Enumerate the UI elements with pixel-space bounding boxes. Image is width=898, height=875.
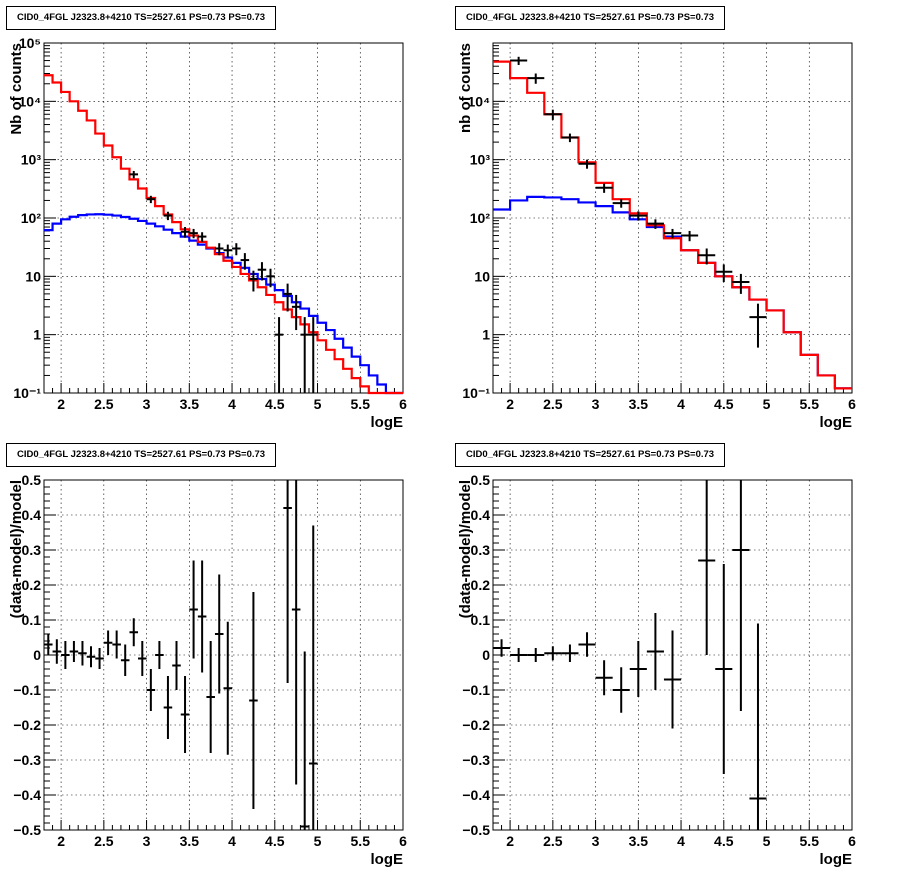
y-tick-label: 0.1: [471, 612, 491, 628]
chart-panel-2: 2 2.5 3 3.5 4 4.5 5 5.5 6 10⁻¹ 1 10 10² 10³ 10⁴ logE nb …: [449, 0, 898, 437]
x-tick-label: 2: [57, 396, 65, 412]
chart-title: CID0_4FGL J2323.8+4210 TS=2527.61 PS=0.7…: [455, 443, 726, 467]
y-tick-label: 10²: [21, 210, 42, 226]
y-axis-label: Nb of counts: [8, 43, 25, 135]
x-tick-label: 3.5: [180, 833, 200, 849]
y-axis-label: nb of counts: [457, 43, 474, 133]
x-tick-label: 5: [314, 396, 322, 412]
x-tick-label: 4.5: [714, 396, 734, 412]
x-tick-label: 4: [677, 833, 685, 849]
x-tick-label: 3: [143, 396, 151, 412]
plot-counts-right: 2 2.5 3 3.5 4 4.5 5 5.5 6 10⁻¹ 1 10 10² 10³ 10⁴ logE nb …: [457, 42, 856, 431]
x-tick-label: 3: [143, 833, 151, 849]
x-tick-label: 3.5: [180, 396, 200, 412]
x-tick-label: 4.5: [265, 396, 285, 412]
y-tick-label: −0.2: [462, 717, 490, 733]
y-tick-label: 10: [474, 268, 490, 284]
y-tick-label: 0.5: [22, 472, 42, 488]
y-tick-label: 1: [33, 327, 41, 343]
y-tick-label: 10³: [470, 152, 491, 168]
y-tick-label: −0.2: [13, 717, 41, 733]
x-tick-label: 6: [848, 833, 856, 849]
y-tick-label: 10: [25, 268, 41, 284]
plot-frame: [492, 42, 853, 394]
x-tick-label: 4: [228, 396, 236, 412]
x-tick-label: 3.5: [629, 833, 649, 849]
x-tick-label: 5.5: [800, 396, 820, 412]
y-tick-label: 0.1: [22, 612, 42, 628]
chart-panel-4: 2 2.5 3 3.5 4 4.5 5 5.5 6 −0.5 −0.4 −0.3 −0.2 −0.1 0 0.…: [449, 437, 898, 874]
y-tick-label: 0.2: [471, 577, 491, 593]
x-axis-label: logE: [371, 414, 404, 431]
y-tick-label: 0.5: [471, 472, 491, 488]
histogram-series: [44, 213, 403, 395]
x-tick-label: 3: [592, 396, 600, 412]
x-tick-label: 2: [506, 396, 514, 412]
y-tick-label: −0.3: [13, 752, 41, 768]
x-tick-label: 2: [57, 833, 65, 849]
chart-title: CID0_4FGL J2323.8+4210 TS=2527.61 PS=0.7…: [6, 6, 277, 30]
x-tick-label: 2.5: [543, 833, 563, 849]
plot-counts-left: 2 2.5 3 3.5 4 4.5 5 5.5 6 10⁻¹ 1 10 10² 10³ 10⁴ 10⁵ logE…: [8, 35, 407, 431]
y-tick-label: 10³: [21, 152, 42, 168]
y-axis-label: (data-model)/model: [457, 480, 474, 618]
y-tick-label: 0.3: [471, 542, 491, 558]
x-tick-label: 4: [228, 833, 236, 849]
y-tick-label: 10⁴: [468, 93, 491, 109]
x-tick-label: 2.5: [543, 396, 563, 412]
x-tick-label: 4.5: [265, 833, 285, 849]
plot-residuals-right: 2 2.5 3 3.5 4 4.5 5 5.5 6 −0.5 −0.4 −0.3 −0.2 −0.1 0 0.…: [457, 472, 856, 868]
x-tick-label: 4.5: [714, 833, 734, 849]
x-tick-label: 5: [763, 396, 771, 412]
chart-panel-3: 2 2.5 3 3.5 4 4.5 5 5.5 6 −0.5 −0.4 −0.3 −0.2 −0.1 0 0.…: [0, 437, 449, 874]
x-tick-label: 3.5: [629, 396, 649, 412]
y-axis-label: (data-model)/model: [8, 480, 25, 618]
y-tick-label: −0.1: [13, 682, 41, 698]
x-tick-label: 5.5: [351, 396, 371, 412]
y-tick-label: 0.4: [22, 507, 42, 523]
x-axis-label: logE: [820, 414, 853, 431]
histogram-series: [493, 195, 852, 390]
x-tick-label: 6: [399, 833, 407, 849]
x-tick-label: 3: [592, 833, 600, 849]
y-tick-label: 10⁴: [19, 93, 42, 109]
plot-residuals-left: 2 2.5 3 3.5 4 4.5 5 5.5 6 −0.5 −0.4 −0.3 −0.2 −0.1 0 0.…: [8, 472, 407, 868]
x-tick-label: 2.5: [94, 833, 114, 849]
y-tick-label: 0: [482, 647, 490, 663]
x-tick-label: 4: [677, 396, 685, 412]
y-tick-label: 0.4: [471, 507, 491, 523]
histogram-series: [44, 74, 403, 395]
y-tick-label: −0.3: [462, 752, 490, 768]
y-tick-label: −0.4: [13, 787, 41, 803]
x-tick-label: 6: [399, 396, 407, 412]
x-axis-label: logE: [820, 851, 853, 868]
chart-panel-1: 2 2.5 3 3.5 4 4.5 5 5.5 6 10⁻¹ 1 10 10² 10³ 10⁴ 10⁵ logE…: [0, 0, 449, 437]
x-tick-label: 6: [848, 396, 856, 412]
plot-frame: [43, 479, 404, 831]
x-tick-label: 5: [763, 833, 771, 849]
y-tick-label: 0.2: [22, 577, 42, 593]
x-tick-label: 2: [506, 833, 514, 849]
y-tick-label: −0.4: [462, 787, 490, 803]
x-tick-label: 2.5: [94, 396, 114, 412]
y-tick-label: 10⁻¹: [13, 385, 41, 401]
y-tick-label: −0.1: [462, 682, 490, 698]
x-axis-label: logE: [371, 851, 404, 868]
y-tick-label: 1: [482, 327, 490, 343]
y-tick-label: 10⁻¹: [462, 385, 490, 401]
y-tick-label: 10²: [470, 210, 491, 226]
y-tick-label: 10⁵: [19, 35, 41, 51]
x-tick-label: 5.5: [800, 833, 820, 849]
y-tick-label: −0.5: [13, 822, 41, 838]
plot-frame: [43, 42, 404, 394]
y-tick-label: −0.5: [462, 822, 490, 838]
x-tick-label: 5.5: [351, 833, 371, 849]
chart-title: CID0_4FGL J2323.8+4210 TS=2527.61 PS=0.7…: [6, 443, 277, 467]
y-tick-label: 0.3: [22, 542, 42, 558]
histogram-series: [493, 60, 852, 390]
y-tick-label: 0: [33, 647, 41, 663]
chart-title: CID0_4FGL J2323.8+4210 TS=2527.61 PS=0.7…: [455, 6, 726, 30]
x-tick-label: 5: [314, 833, 322, 849]
